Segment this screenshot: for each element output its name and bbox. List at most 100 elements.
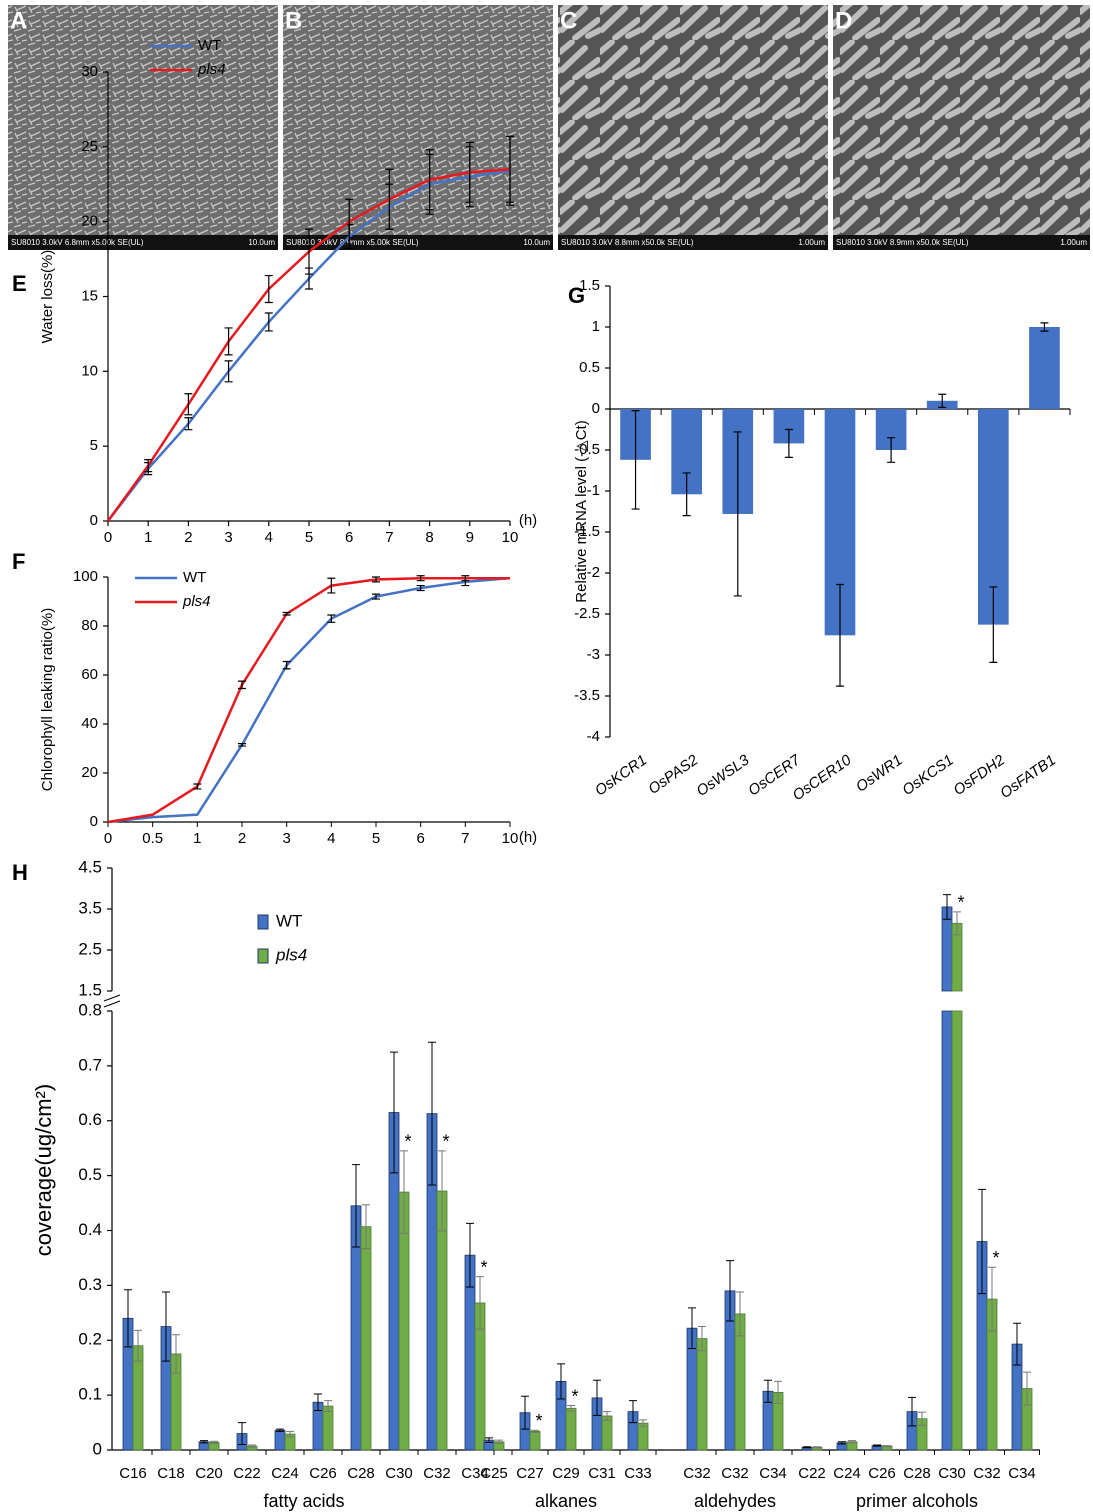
error-bar bbox=[698, 1326, 706, 1352]
legend-swatch bbox=[257, 914, 269, 930]
significance-mark: * bbox=[957, 893, 964, 913]
x-tick-label: 10 bbox=[502, 529, 519, 546]
y-tick-label: 0.1 bbox=[78, 1385, 102, 1404]
x-tick-label: C27 bbox=[516, 1465, 544, 1482]
error-bar bbox=[238, 743, 246, 747]
x-tick-label: C28 bbox=[903, 1465, 931, 1482]
error-bar bbox=[324, 1400, 332, 1413]
x-tick-label: C29 bbox=[552, 1465, 580, 1482]
image-caption: SU8010 3.0kV 8.9mm x5.00k SE(UL) bbox=[286, 238, 419, 247]
error-bar bbox=[629, 1400, 637, 1424]
error-bar bbox=[495, 1439, 503, 1444]
y-tick-label: 0.5 bbox=[579, 359, 600, 376]
y-tick-label: 0 bbox=[592, 400, 600, 417]
error-bar bbox=[506, 135, 514, 203]
image-caption: SU8010 3.0kV 8.8mm x50.0k SE(UL) bbox=[561, 238, 694, 247]
x-tick-label: 7 bbox=[385, 529, 393, 546]
x-tick-label: C24 bbox=[833, 1465, 861, 1482]
y-tick-label: 0 bbox=[90, 512, 98, 529]
error-bar bbox=[466, 1222, 474, 1288]
bar bbox=[637, 1422, 649, 1451]
y-tick-label: 1 bbox=[592, 318, 600, 335]
x-tick-label: 10 bbox=[502, 830, 519, 847]
legend-label: pls4 bbox=[275, 945, 307, 964]
bar bbox=[1029, 327, 1060, 409]
group-label: alkanes bbox=[535, 1491, 597, 1511]
bar bbox=[601, 1415, 613, 1451]
error-bar bbox=[193, 783, 202, 790]
error-bar bbox=[682, 472, 691, 517]
error-bar bbox=[988, 1266, 996, 1332]
error-bar bbox=[314, 1393, 322, 1411]
group-label: aldehydes bbox=[694, 1491, 776, 1511]
error-bar bbox=[134, 1329, 142, 1362]
error-bar bbox=[286, 1430, 294, 1438]
legend-label: WT bbox=[183, 569, 206, 586]
image-caption: SU8010 3.0kV 6.8mm x5.00k SE(UL) bbox=[11, 238, 144, 247]
x-tick-label: 8 bbox=[425, 529, 433, 546]
error-bar bbox=[688, 1307, 696, 1349]
x-tick-label: C30 bbox=[385, 1465, 413, 1482]
error-bar bbox=[733, 431, 742, 597]
error-bar bbox=[764, 1379, 772, 1403]
error-bar bbox=[438, 1150, 446, 1232]
error-bar bbox=[264, 312, 273, 332]
panel-label: G bbox=[568, 283, 585, 308]
x-tick-label: C18 bbox=[157, 1465, 185, 1482]
x-tick-label: C33 bbox=[624, 1465, 652, 1482]
y-tick-label: -2 bbox=[587, 564, 600, 581]
panel-label: C bbox=[560, 7, 577, 34]
error-bar bbox=[1040, 322, 1049, 332]
y-tick-label: -4 bbox=[587, 728, 600, 745]
error-bar bbox=[603, 1411, 611, 1421]
bar bbox=[565, 1407, 577, 1451]
error-bar bbox=[428, 1041, 436, 1186]
y-tick-label: 0.2 bbox=[78, 1330, 102, 1349]
x-axis-label: (h) bbox=[519, 829, 537, 846]
error-bar bbox=[276, 1428, 284, 1432]
error-bar bbox=[774, 1380, 782, 1404]
x-tick-label: C22 bbox=[233, 1465, 261, 1482]
x-tick-label: 6 bbox=[416, 830, 424, 847]
x-tick-label: C20 bbox=[195, 1465, 223, 1482]
image-scale: 1.00um bbox=[798, 238, 825, 247]
bar bbox=[274, 1429, 286, 1451]
error-bar bbox=[873, 1444, 881, 1447]
legend-label: pls4 bbox=[197, 61, 226, 78]
error-bar bbox=[836, 583, 844, 687]
group-label: fatty acids bbox=[263, 1491, 344, 1511]
x-tick-label: C34 bbox=[759, 1465, 787, 1482]
bar bbox=[696, 1338, 708, 1451]
y-tick-label: -0.5 bbox=[574, 441, 600, 458]
error-bar bbox=[385, 168, 394, 230]
error-bar bbox=[521, 1395, 529, 1430]
y-tick-label: 0.3 bbox=[78, 1275, 102, 1294]
x-tick-label: 4 bbox=[327, 830, 335, 847]
axis bbox=[107, 577, 510, 823]
error-bar bbox=[124, 1289, 132, 1348]
sem-image bbox=[558, 5, 828, 235]
error-bar bbox=[200, 1440, 208, 1444]
series-line bbox=[107, 576, 511, 824]
legend-swatch bbox=[257, 948, 269, 964]
error-bar bbox=[327, 577, 336, 594]
error-bar bbox=[943, 894, 951, 920]
error-bar bbox=[425, 149, 434, 211]
y-tick-label: 25 bbox=[81, 138, 98, 155]
error-bar bbox=[264, 274, 273, 304]
info-bar bbox=[833, 235, 1090, 250]
error-bar bbox=[282, 611, 291, 616]
sem-image bbox=[8, 5, 278, 235]
error-bar bbox=[631, 410, 640, 510]
info-bar bbox=[8, 235, 278, 250]
x-tick-label: 9 bbox=[466, 529, 474, 546]
y-tick-label: 0.8 bbox=[78, 1000, 102, 1019]
y-tick-label: 100 bbox=[73, 568, 98, 585]
y-tick-label: 0.6 bbox=[78, 1110, 102, 1129]
y-tick-label: 30 bbox=[81, 63, 98, 80]
significance-mark: * bbox=[535, 1411, 542, 1431]
error-bar bbox=[172, 1334, 180, 1374]
error-bar bbox=[416, 584, 425, 592]
image-caption: SU8010 3.0kV 8.9mm x50.0k SE(UL) bbox=[836, 238, 969, 247]
error-bar bbox=[224, 327, 233, 356]
